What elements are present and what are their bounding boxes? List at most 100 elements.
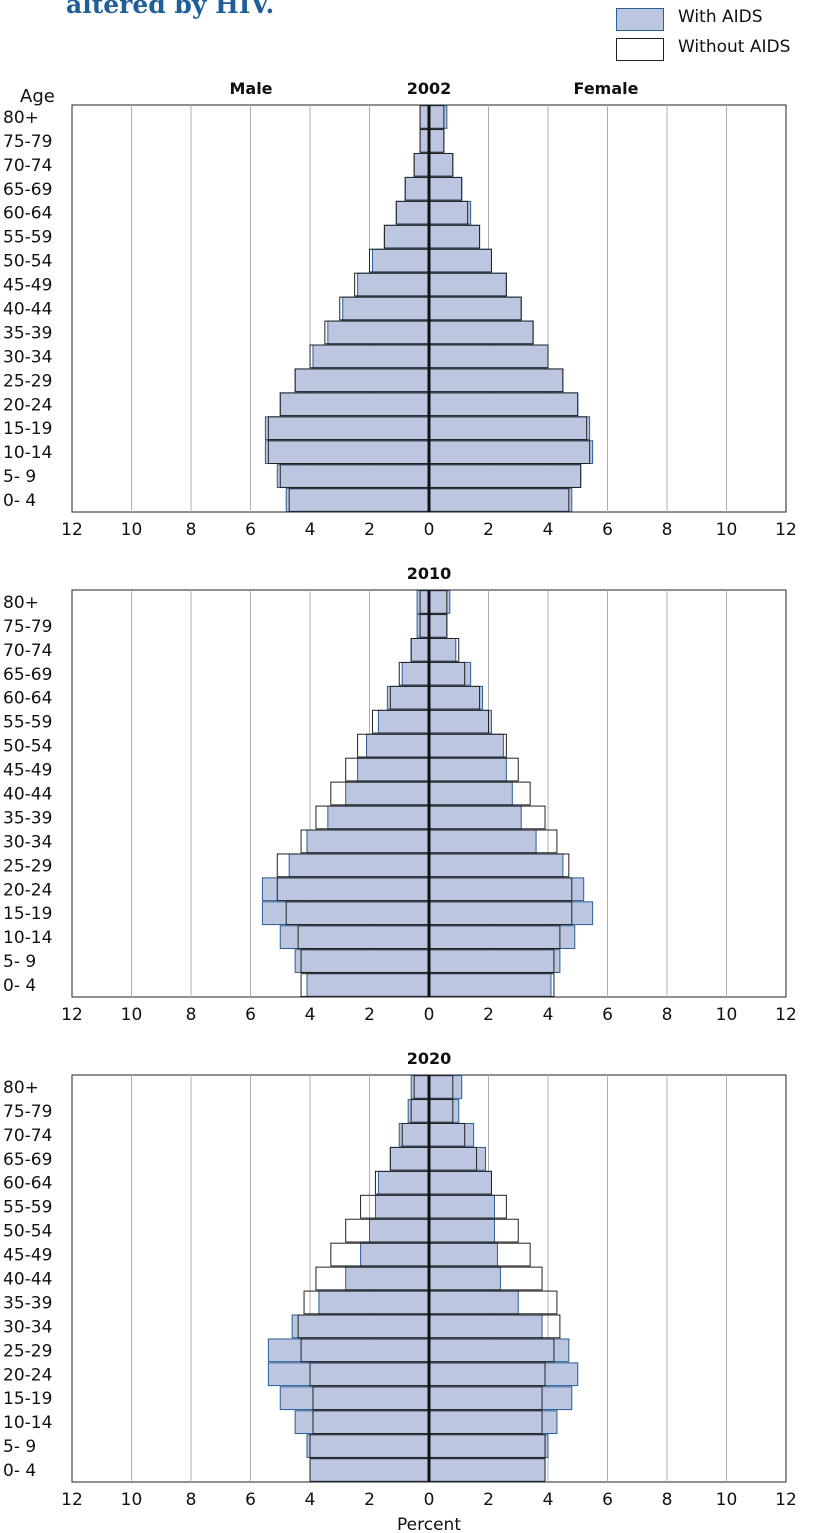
x-tick-label: 8 xyxy=(186,1490,197,1510)
age-tick-label: 30-34 xyxy=(3,832,52,852)
bar-with-aids-female xyxy=(428,877,585,902)
x-tick-label: 6 xyxy=(245,1005,256,1025)
age-tick-label: 75-79 xyxy=(3,132,52,152)
x-tick-label: 2 xyxy=(483,520,494,540)
bar-with-aids-female xyxy=(428,392,579,417)
bar-with-aids-male xyxy=(327,320,430,345)
bar-with-aids-male xyxy=(306,1434,430,1458)
bar-with-aids-male xyxy=(279,392,430,417)
bar-with-aids-female xyxy=(428,320,534,345)
bar-with-aids-female xyxy=(428,248,492,273)
x-tick-label: 2 xyxy=(364,1490,375,1510)
bar-with-aids-male xyxy=(276,464,430,488)
bar-with-aids-female xyxy=(428,1099,460,1123)
x-tick-label: 12 xyxy=(775,1005,797,1025)
panel-2002-year-label: 2002 xyxy=(407,79,452,98)
x-tick-label: 10 xyxy=(716,520,738,540)
bar-with-aids-male xyxy=(294,368,430,393)
bar-with-aids-male xyxy=(395,200,430,225)
bar-with-aids-female xyxy=(428,129,445,153)
bar-with-aids-male xyxy=(416,590,430,614)
age-tick-label: 10-14 xyxy=(3,443,52,463)
age-tick-label: 0- 4 xyxy=(3,1461,36,1481)
age-tick-label: 75-79 xyxy=(3,1102,52,1122)
bar-with-aids-female xyxy=(428,152,454,177)
bar-with-aids-female xyxy=(428,464,582,488)
x-tick-label: 2 xyxy=(364,520,375,540)
bar-with-aids-male xyxy=(306,829,430,854)
bar-with-aids-male xyxy=(398,1122,430,1147)
age-tick-label: 40-44 xyxy=(3,785,52,805)
x-tick-label: 12 xyxy=(775,1490,797,1510)
bar-with-aids-male xyxy=(377,1170,430,1195)
age-tick-label: 80+ xyxy=(3,1078,39,1098)
bar-with-aids-female xyxy=(428,1314,543,1339)
bar-with-aids-male xyxy=(327,805,430,830)
age-tick-label: 80+ xyxy=(3,108,39,128)
x-tick-label: 6 xyxy=(245,1490,256,1510)
bar-with-aids-male xyxy=(312,344,430,369)
bar-with-aids-male xyxy=(369,1218,430,1243)
bar-with-aids-male xyxy=(291,1314,430,1339)
bar-with-aids-female xyxy=(428,488,573,512)
bar-with-aids-male xyxy=(416,614,430,638)
bar-with-aids-female xyxy=(428,200,472,225)
bar-with-aids-female xyxy=(428,733,504,758)
age-tick-label: 70-74 xyxy=(3,1126,52,1146)
age-tick-label: 55-59 xyxy=(3,228,52,248)
bar-with-aids-female xyxy=(428,685,484,710)
age-tick-label: 15-19 xyxy=(3,1389,52,1409)
bar-with-aids-female xyxy=(428,637,457,662)
bar-with-aids-female xyxy=(428,1410,558,1435)
bar-with-aids-female xyxy=(428,344,549,369)
x-tick-label: 10 xyxy=(121,1005,143,1025)
bar-with-aids-female xyxy=(428,1290,519,1315)
bar-with-aids-male xyxy=(261,877,430,902)
bar-with-aids-male xyxy=(345,781,430,806)
bar-with-aids-male xyxy=(267,1362,430,1387)
bar-with-aids-female xyxy=(428,1194,495,1219)
age-tick-label: 45-49 xyxy=(3,276,52,296)
bar-with-aids-male xyxy=(267,1338,430,1363)
x-tick-label: 6 xyxy=(602,1490,613,1510)
age-tick-label: 65-69 xyxy=(3,180,52,200)
bar-with-aids-female xyxy=(428,949,561,973)
bar-with-aids-female xyxy=(428,1434,549,1458)
age-tick-label: 40-44 xyxy=(3,1270,52,1290)
bar-with-aids-male xyxy=(366,733,430,758)
bar-with-aids-female xyxy=(428,1458,546,1482)
age-axis-label: Age xyxy=(20,86,55,107)
bar-with-aids-male xyxy=(318,1290,430,1315)
bar-with-aids-female xyxy=(428,1242,498,1267)
age-tick-label: 15-19 xyxy=(3,904,52,924)
age-tick-label: 55-59 xyxy=(3,713,52,733)
age-tick-label: 25-29 xyxy=(3,371,52,391)
x-tick-label: 6 xyxy=(602,1005,613,1025)
x-tick-label: 8 xyxy=(662,1005,673,1025)
age-tick-label: 20-24 xyxy=(3,880,52,900)
age-tick-label: 45-49 xyxy=(3,1246,52,1266)
x-tick-label: 2 xyxy=(364,1005,375,1025)
bar-with-aids-male xyxy=(294,949,430,973)
bar-with-aids-female xyxy=(428,901,594,926)
age-tick-label: 35-39 xyxy=(3,1293,52,1313)
age-tick-label: 15-19 xyxy=(3,419,52,439)
age-tick-label: 5- 9 xyxy=(3,467,36,487)
bar-with-aids-male xyxy=(377,709,430,734)
bar-with-aids-female xyxy=(428,925,576,950)
x-tick-label: 4 xyxy=(543,1490,554,1510)
bar-with-aids-female xyxy=(428,272,507,297)
x-tick-label: 6 xyxy=(602,520,613,540)
bar-with-aids-male xyxy=(374,1194,430,1219)
bar-with-aids-female xyxy=(428,1386,573,1411)
legend-label-with-aids: With AIDS xyxy=(678,7,763,27)
x-tick-label: 12 xyxy=(61,1490,83,1510)
x-tick-label: 0 xyxy=(424,1490,435,1510)
x-tick-label: 4 xyxy=(305,1490,316,1510)
age-tick-label: 65-69 xyxy=(3,665,52,685)
age-tick-label: 0- 4 xyxy=(3,491,36,511)
age-tick-label: 55-59 xyxy=(3,1198,52,1218)
x-tick-label: 4 xyxy=(305,1005,316,1025)
legend-swatch-without-aids xyxy=(616,38,664,61)
bar-with-aids-female xyxy=(428,614,448,638)
